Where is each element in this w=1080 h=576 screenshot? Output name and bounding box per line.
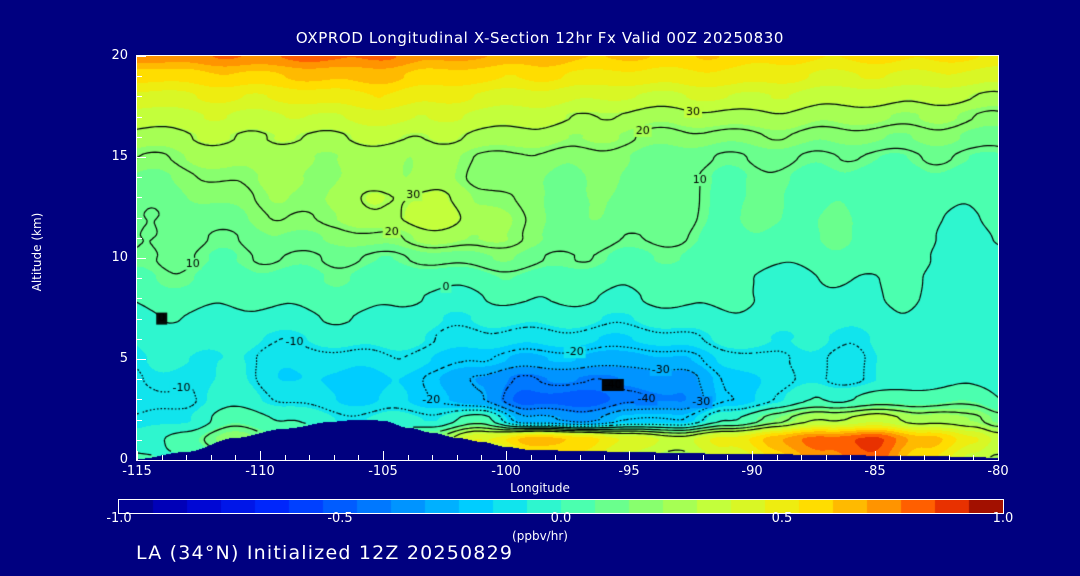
- axis-tick: [137, 258, 146, 259]
- axis-tick: [506, 451, 507, 460]
- colorbar-gradient: [119, 500, 1003, 513]
- x-axis-tick-label: -80: [987, 464, 1009, 479]
- y-axis-tick-label: 15: [111, 149, 128, 164]
- axis-tick: [654, 455, 655, 460]
- x-axis-tick-label: -90: [741, 464, 763, 479]
- axis-tick: [235, 455, 236, 460]
- axis-tick: [137, 56, 146, 57]
- x-axis-tick-label: -100: [491, 464, 521, 479]
- axis-tick: [260, 451, 261, 460]
- colorbar-tick-label: -1.0: [106, 511, 132, 526]
- x-axis-tick-label: -95: [618, 464, 640, 479]
- axis-tick: [137, 359, 146, 360]
- axis-tick: [481, 455, 482, 460]
- axis-tick: [531, 455, 532, 460]
- axis-tick: [801, 455, 802, 460]
- colorbar: [118, 499, 1004, 514]
- axis-tick: [383, 451, 384, 460]
- colorbar-tick-label: 0.5: [771, 511, 793, 526]
- colorbar-tick-label: -0.5: [327, 511, 353, 526]
- axis-tick: [137, 399, 142, 400]
- colorbar-tick-label: 0.0: [550, 511, 572, 526]
- y-axis-title: Altitude (km): [30, 212, 44, 292]
- x-axis-tick-label: -110: [245, 464, 275, 479]
- axis-tick: [137, 238, 142, 239]
- axis-tick: [555, 455, 556, 460]
- axis-tick: [137, 76, 142, 77]
- axis-tick: [186, 455, 187, 460]
- axis-tick: [973, 455, 974, 460]
- axis-tick: [137, 137, 142, 138]
- axis-tick: [137, 177, 142, 178]
- axis-tick: [137, 197, 142, 198]
- x-axis-tick-label: -115: [122, 464, 152, 479]
- axis-tick: [137, 379, 142, 380]
- colorbar-units-label: (ppbv/hr): [512, 529, 568, 543]
- axis-tick: [137, 420, 142, 421]
- axis-tick: [580, 455, 581, 460]
- axis-tick: [137, 339, 142, 340]
- axis-tick: [137, 319, 142, 320]
- axis-tick: [432, 455, 433, 460]
- axis-tick: [137, 451, 138, 460]
- axis-tick: [850, 455, 851, 460]
- axis-tick: [826, 455, 827, 460]
- x-axis-tick-label: -85: [864, 464, 886, 479]
- axis-tick: [998, 451, 999, 460]
- axis-tick: [211, 455, 212, 460]
- axis-tick: [137, 278, 142, 279]
- axis-tick: [408, 455, 409, 460]
- axis-tick: [457, 455, 458, 460]
- x-axis-title: Longitude: [510, 481, 570, 495]
- y-axis-tick-label: 10: [111, 250, 128, 265]
- figure-caption: LA (34°N) Initialized 12Z 20250829: [136, 542, 514, 564]
- cross-section-plot: [136, 55, 999, 461]
- colorbar-tick-label: 1.0: [992, 511, 1014, 526]
- cross-section-canvas: [137, 56, 998, 460]
- axis-tick: [629, 451, 630, 460]
- axis-tick: [924, 455, 925, 460]
- axis-tick: [309, 455, 310, 460]
- y-axis-tick-label: 20: [111, 48, 128, 63]
- axis-tick: [285, 455, 286, 460]
- axis-tick: [875, 451, 876, 460]
- y-axis-tick-label: 5: [119, 351, 128, 366]
- axis-tick: [334, 455, 335, 460]
- axis-tick: [137, 117, 142, 118]
- axis-tick: [137, 96, 142, 97]
- axis-tick: [727, 455, 728, 460]
- axis-tick: [604, 455, 605, 460]
- axis-tick: [358, 455, 359, 460]
- axis-tick: [162, 455, 163, 460]
- y-axis-tick-label: 0: [119, 452, 128, 467]
- axis-tick: [900, 455, 901, 460]
- axis-tick: [777, 455, 778, 460]
- axis-tick: [137, 218, 142, 219]
- page-title: OXPROD Longitudinal X-Section 12hr Fx Va…: [295, 29, 785, 47]
- axis-tick: [678, 455, 679, 460]
- axis-tick: [137, 157, 146, 158]
- axis-tick: [949, 455, 950, 460]
- axis-tick: [752, 451, 753, 460]
- axis-tick: [703, 455, 704, 460]
- axis-tick: [137, 460, 146, 461]
- axis-tick: [137, 298, 142, 299]
- x-axis-tick-label: -105: [368, 464, 398, 479]
- axis-tick: [137, 440, 142, 441]
